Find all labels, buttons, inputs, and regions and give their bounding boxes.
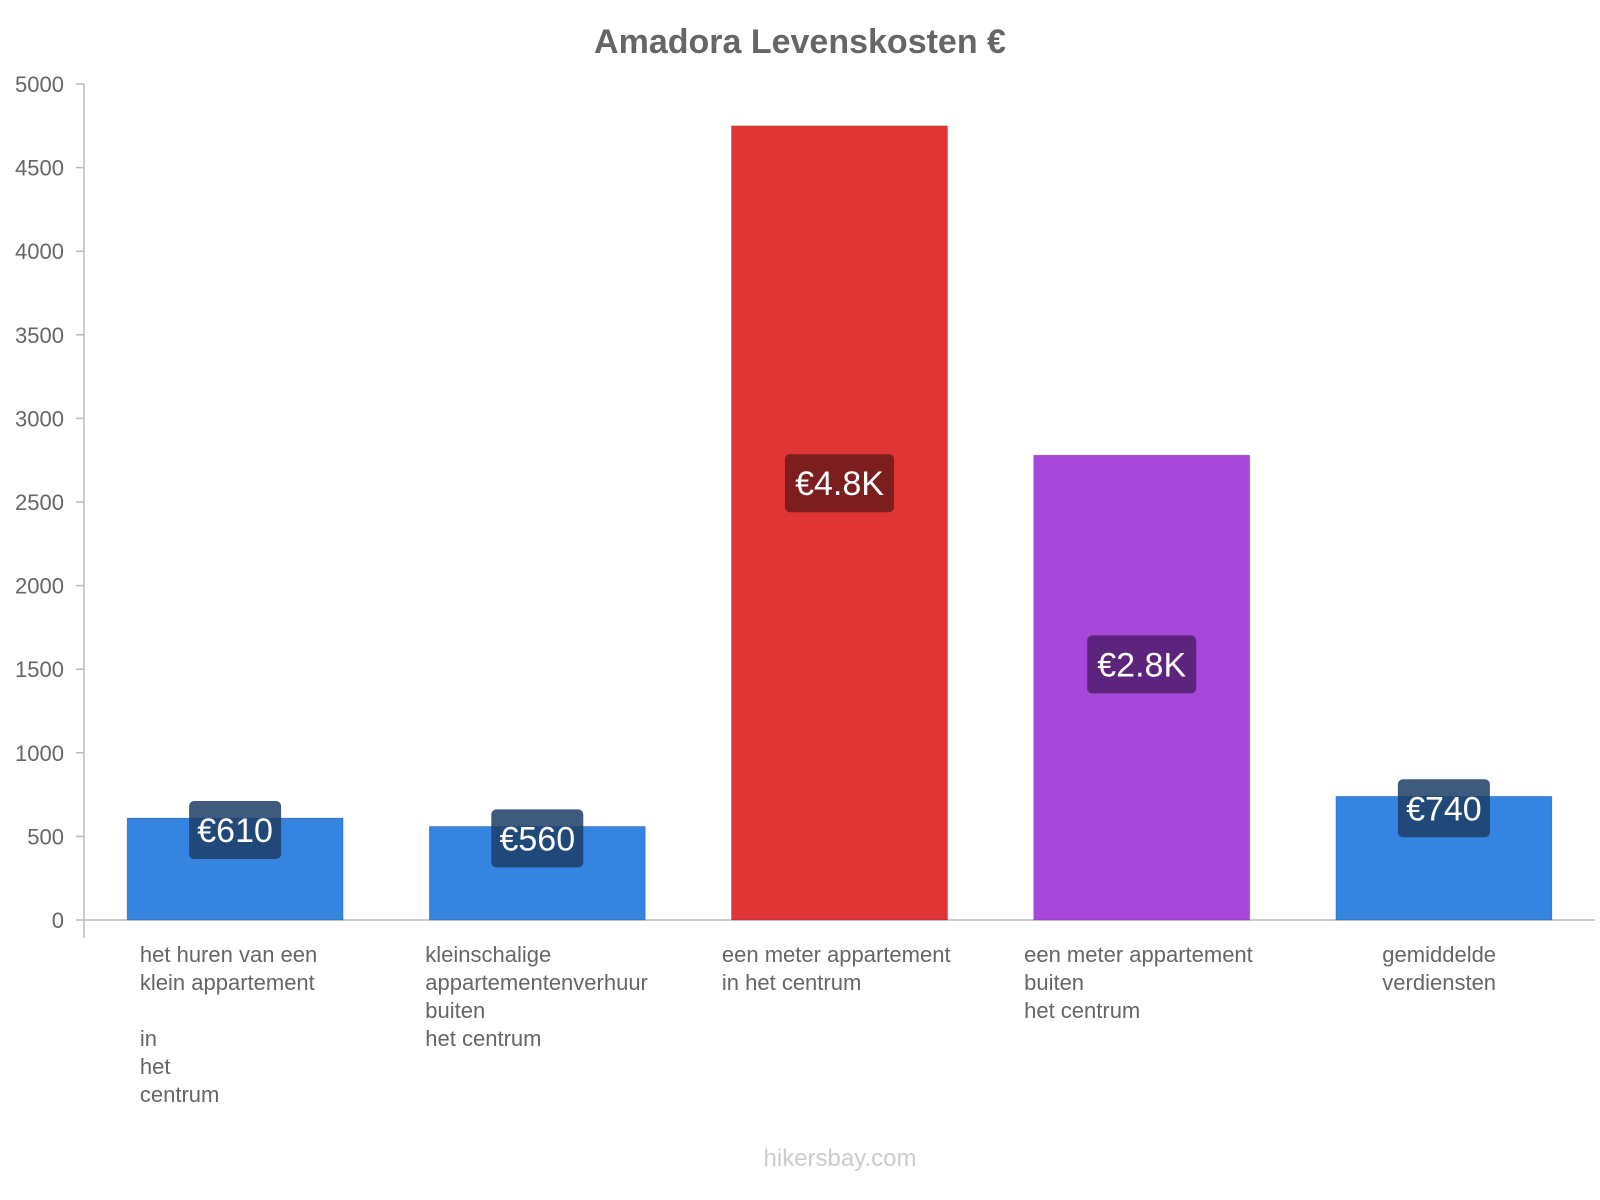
- y-tick-label: 2000: [15, 574, 64, 599]
- y-tick-label: 1000: [15, 741, 64, 766]
- value-label-bg: [1087, 635, 1197, 694]
- y-tick-label: 4500: [15, 156, 64, 181]
- bar-value-label: €2.8K: [1097, 646, 1186, 684]
- y-tick-label: 500: [27, 824, 64, 849]
- value-label-bg: [189, 801, 282, 860]
- chart-title: Amadora Levenskosten €: [594, 23, 1006, 61]
- category-label-line: in: [140, 1026, 157, 1051]
- category-label-line: in het centrum: [722, 970, 861, 995]
- category-labels: het huren van een klein appartement in het c…: [140, 942, 1496, 1107]
- category-label-line: buiten: [425, 998, 485, 1023]
- category-label-line: gemiddelde: [1382, 942, 1496, 967]
- y-tick-label: 0: [52, 908, 64, 933]
- value-label-bg: [785, 454, 894, 513]
- value-label-bg: [491, 809, 584, 868]
- bars: €610 €560 €4.8K €2.8K €740: [126, 125, 1553, 921]
- bar-value-label: €4.8K: [795, 465, 884, 503]
- bar: [730, 125, 949, 921]
- category-label-line: het huren van een: [140, 942, 317, 967]
- category-label-line: een meter appartement: [722, 942, 951, 967]
- category-label-line: buiten: [1024, 970, 1084, 995]
- y-axis: 0 500 1000 1500 2000 2500 3000 3500 4000 4500 5000: [15, 72, 85, 938]
- category-label-line: het centrum: [425, 1026, 541, 1051]
- category-label-line: kleinschalige: [425, 942, 551, 967]
- category-label-line: centrum: [140, 1082, 219, 1107]
- y-tick-label: 5000: [15, 72, 64, 97]
- bar-value-label: €610: [197, 812, 273, 850]
- category-label-line: een meter appartement: [1024, 942, 1253, 967]
- bar-value-label: €740: [1406, 790, 1482, 828]
- category-label-line: appartementenverhuur: [425, 970, 648, 995]
- category-label-line: klein appartement: [140, 970, 315, 995]
- bar-value-label: €560: [499, 820, 575, 858]
- value-label-bg: [1397, 779, 1490, 838]
- category-label-line: het centrum: [1024, 998, 1140, 1023]
- footer-watermark: hikersbay.com: [764, 1145, 917, 1172]
- category-label-line: het: [140, 1054, 171, 1079]
- y-tick-label: 2500: [15, 490, 64, 515]
- category-label-line: verdiensten: [1382, 970, 1496, 995]
- y-tick-label: 1500: [15, 657, 64, 682]
- y-tick-label: 3500: [15, 323, 64, 348]
- y-tick-label: 4000: [15, 239, 64, 264]
- y-tick-label: 3000: [15, 406, 64, 431]
